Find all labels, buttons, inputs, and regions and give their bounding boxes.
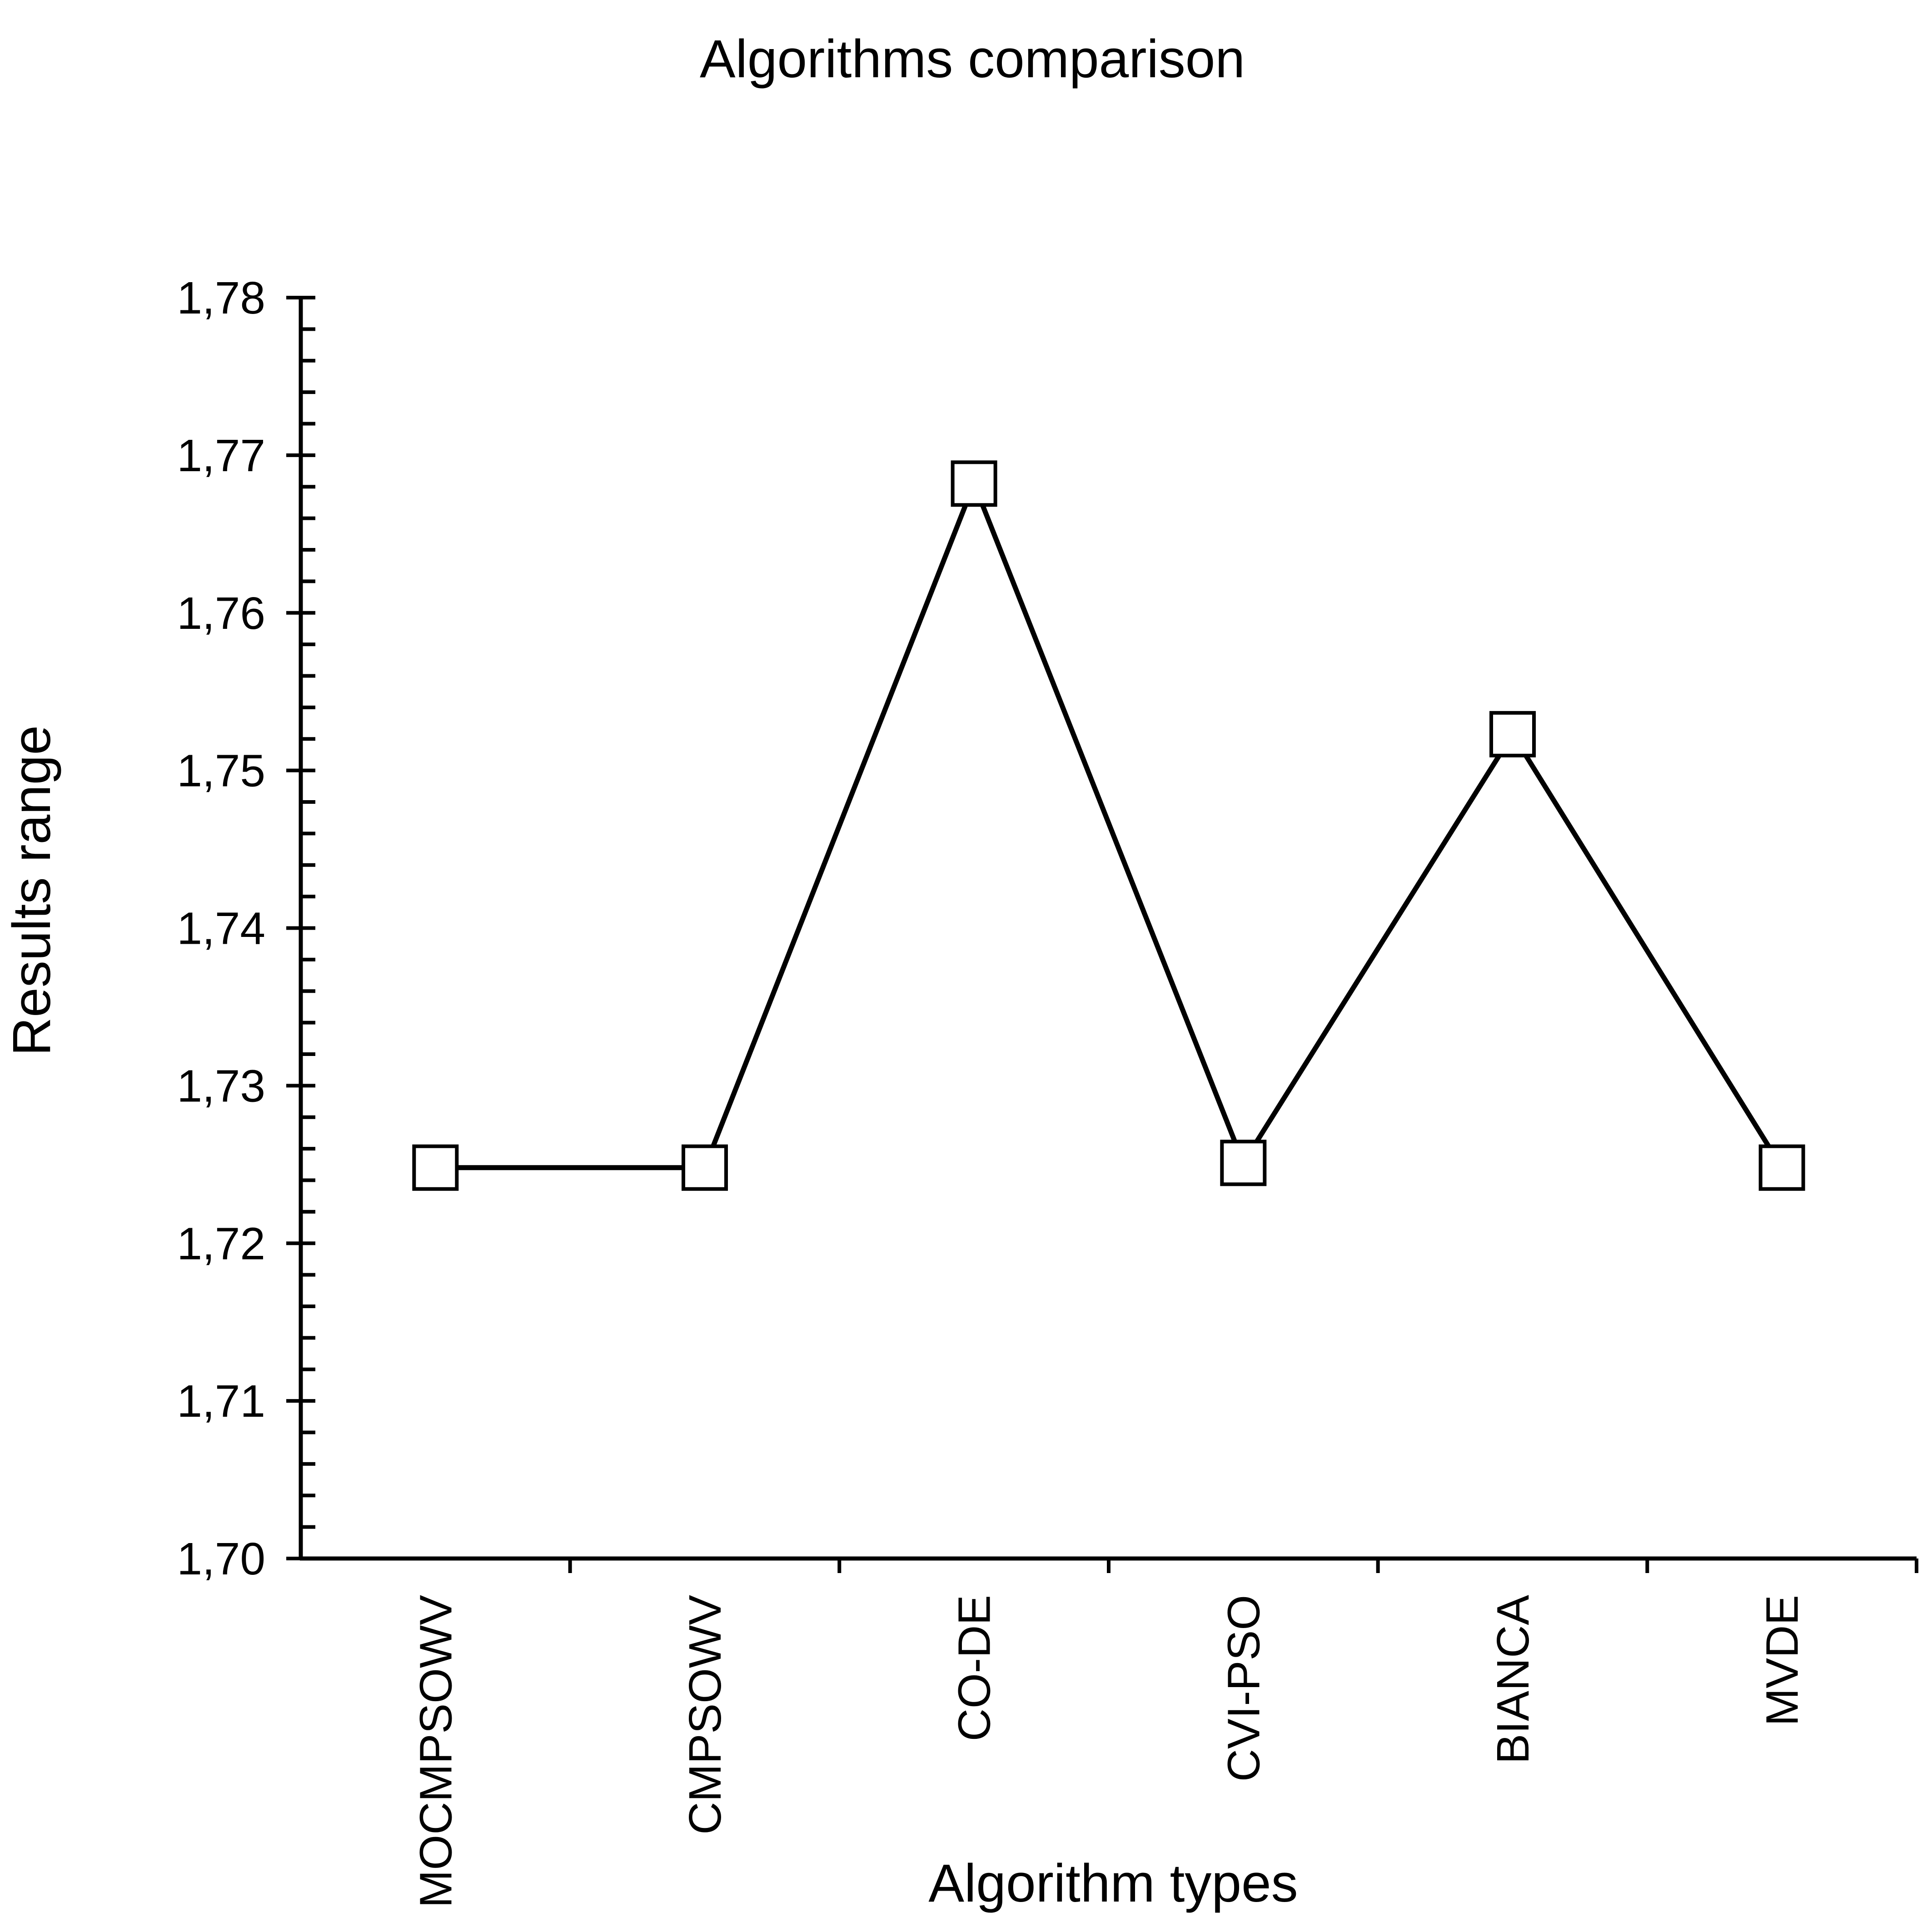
x-category-label: CO-DE bbox=[949, 1595, 1000, 1741]
y-tick-label: 1,72 bbox=[177, 1218, 265, 1269]
data-point-marker bbox=[1489, 711, 1536, 757]
x-category-label: CMPSOWV bbox=[680, 1595, 731, 1835]
x-category-label: BIANCA bbox=[1488, 1595, 1539, 1764]
y-tick-label: 1,75 bbox=[177, 746, 265, 797]
y-tick-label: 1,70 bbox=[177, 1534, 265, 1584]
y-tick-label: 1,76 bbox=[177, 588, 265, 639]
x-category-label: CVI-PSO bbox=[1218, 1595, 1269, 1782]
data-point-marker bbox=[412, 1144, 459, 1191]
y-tick-label: 1,73 bbox=[177, 1061, 265, 1111]
series-line bbox=[435, 477, 1784, 1170]
y-tick-label: 1,77 bbox=[177, 430, 265, 481]
data-point-marker bbox=[951, 460, 997, 507]
data-point-marker bbox=[1758, 1144, 1805, 1191]
x-axis-title: Algorithm types bbox=[928, 1853, 1298, 1913]
x-category-label: MOCMPSOWV bbox=[410, 1595, 461, 1908]
axes bbox=[299, 298, 1917, 1561]
y-tick-label: 1,74 bbox=[177, 903, 265, 954]
chart-title: Algorithms comparison bbox=[700, 29, 1245, 89]
series-layer bbox=[412, 460, 1805, 1191]
x-axis-ticks: MOCMPSOWV CMPSOWV CO-DE CVI-PSO BIANCA MVDE bbox=[410, 1559, 1918, 1908]
y-axis-title: Results range bbox=[2, 725, 62, 1056]
y-axis-ticks: 1,70 1,71 1,72 1,73 1,74 1,75 1,76 1,77 1,78 bbox=[177, 273, 315, 1584]
x-category-label: MVDE bbox=[1757, 1595, 1808, 1726]
y-tick-label: 1,71 bbox=[177, 1376, 265, 1427]
data-point-marker bbox=[1220, 1140, 1267, 1186]
y-tick-label: 1,78 bbox=[177, 273, 265, 324]
data-point-marker bbox=[682, 1144, 728, 1191]
